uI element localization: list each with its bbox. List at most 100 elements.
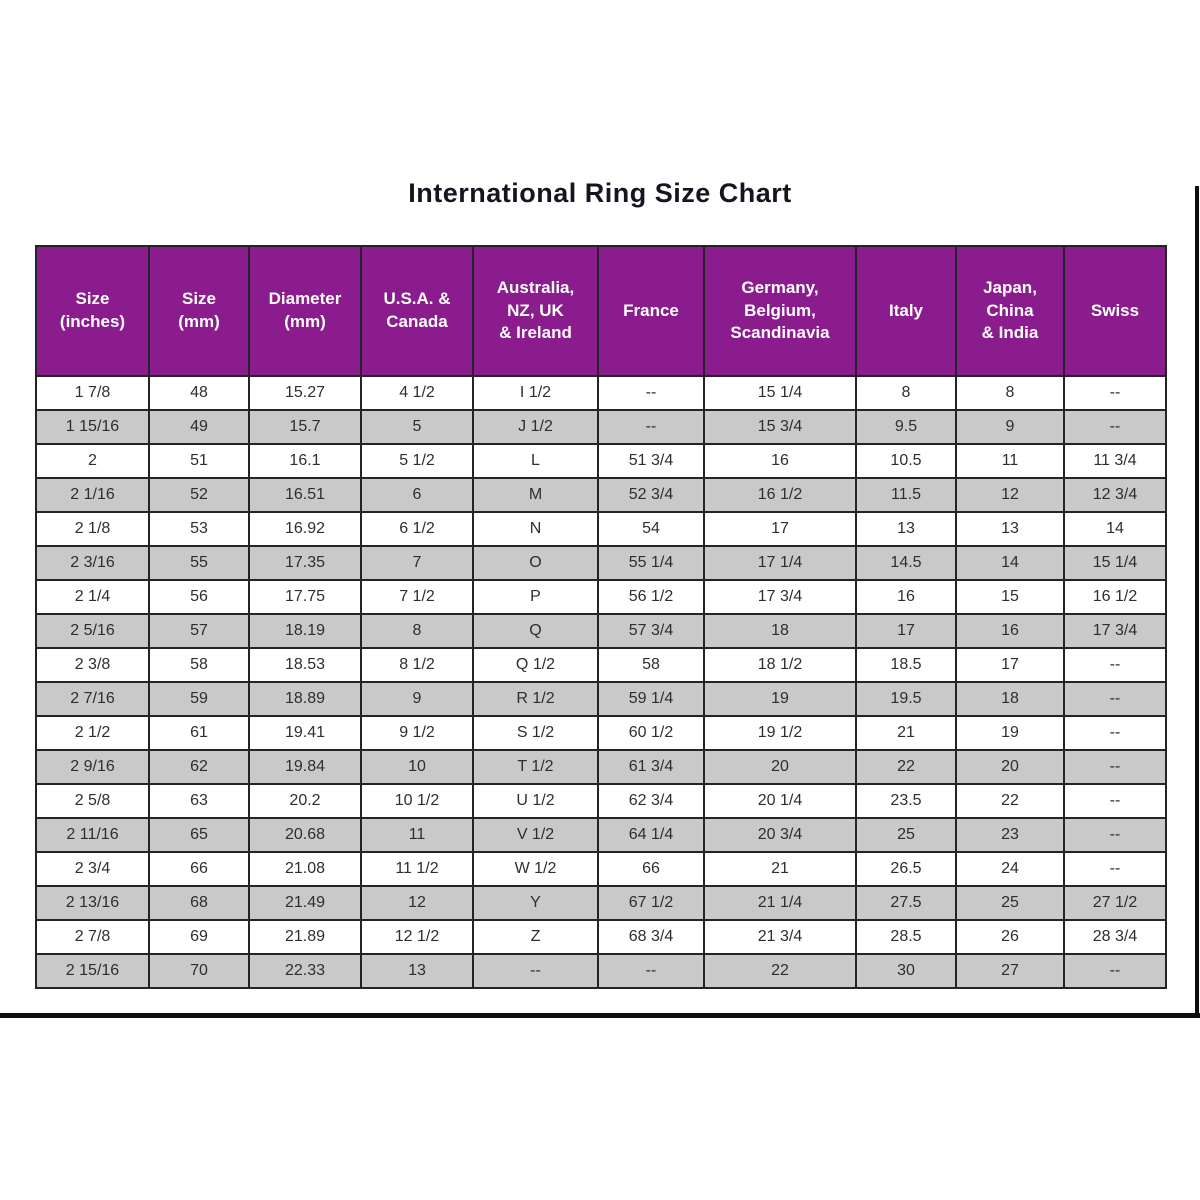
table-cell: 2 1/16 xyxy=(35,477,150,513)
table-cell: 5 xyxy=(360,409,474,445)
table-cell: 9 xyxy=(360,681,474,717)
table-cell: 22 xyxy=(955,783,1065,819)
table-cell: -- xyxy=(597,375,705,411)
table-cell: Q xyxy=(472,613,599,649)
table-cell: 66 xyxy=(148,851,250,887)
table-cell: 56 1/2 xyxy=(597,579,705,615)
table-cell: 20.2 xyxy=(248,783,362,819)
table-row: 2 51 16.1 5 1/2 L 51 3/4 16 10.5 11 11 3/4 xyxy=(35,443,1167,479)
table-cell: 8 1/2 xyxy=(360,647,474,683)
table-row: 2 1/4 56 17.75 7 1/2 P 56 1/2 17 3/4 16 15 16 1/2 xyxy=(35,579,1167,615)
table-cell: 64 1/4 xyxy=(597,817,705,853)
table-cell: 2 3/8 xyxy=(35,647,150,683)
column-header-france: France xyxy=(597,245,705,377)
table-cell: 27.5 xyxy=(855,885,957,921)
table-cell: 23.5 xyxy=(855,783,957,819)
table-cell: 18.89 xyxy=(248,681,362,717)
table-cell: 58 xyxy=(597,647,705,683)
table-cell: 13 xyxy=(855,511,957,547)
table-cell: 14 xyxy=(955,545,1065,581)
table-cell: 21 1/4 xyxy=(703,885,857,921)
table-cell: 16 xyxy=(855,579,957,615)
table-cell: 2 1/2 xyxy=(35,715,150,751)
table-cell: 19.84 xyxy=(248,749,362,785)
table-cell: 25 xyxy=(855,817,957,853)
table-cell: 12 1/2 xyxy=(360,919,474,955)
table-cell: 20 xyxy=(955,749,1065,785)
table-cell: L xyxy=(472,443,599,479)
table-cell: 53 xyxy=(148,511,250,547)
table-cell: 9 xyxy=(955,409,1065,445)
table-cell: 2 1/8 xyxy=(35,511,150,547)
table-cell: -- xyxy=(472,953,599,989)
table-row: 2 15/16 70 22.33 13 -- -- 22 30 27 -- xyxy=(35,953,1167,989)
table-cell: 17 xyxy=(955,647,1065,683)
table-cell: 25 xyxy=(955,885,1065,921)
table-cell: -- xyxy=(597,409,705,445)
table-cell: 2 3/16 xyxy=(35,545,150,581)
table-cell: 12 xyxy=(955,477,1065,513)
table-cell: 70 xyxy=(148,953,250,989)
table-cell: 21.08 xyxy=(248,851,362,887)
table-cell: 54 xyxy=(597,511,705,547)
table-cell: 8 xyxy=(360,613,474,649)
table-cell: 65 xyxy=(148,817,250,853)
table-cell: O xyxy=(472,545,599,581)
table-cell: 55 1/4 xyxy=(597,545,705,581)
table-cell: 2 11/16 xyxy=(35,817,150,853)
table-cell: 23 xyxy=(955,817,1065,853)
table-cell: 1 7/8 xyxy=(35,375,150,411)
table-cell: 18 xyxy=(955,681,1065,717)
table-cell: 8 xyxy=(955,375,1065,411)
table-cell: 5 1/2 xyxy=(360,443,474,479)
table-cell: -- xyxy=(1063,647,1167,683)
table-cell: 16.51 xyxy=(248,477,362,513)
table-row: 2 1/16 52 16.51 6 M 52 3/4 16 1/2 11.5 12 12 3/4 xyxy=(35,477,1167,513)
table-cell: 10 xyxy=(360,749,474,785)
table-cell: N xyxy=(472,511,599,547)
table-header: Size (inches) Size (mm) Diameter (mm) U.… xyxy=(35,245,1167,377)
table-cell: 6 xyxy=(360,477,474,513)
table-cell: Y xyxy=(472,885,599,921)
table-row: 2 5/8 63 20.2 10 1/2 U 1/2 62 3/4 20 1/4 23.5 22… xyxy=(35,783,1167,819)
table-cell: 6 1/2 xyxy=(360,511,474,547)
table-cell: -- xyxy=(1063,817,1167,853)
table-cell: 20 1/4 xyxy=(703,783,857,819)
table-row: 2 7/16 59 18.89 9 R 1/2 59 1/4 19 19.5 18 -- xyxy=(35,681,1167,717)
table-cell: 52 3/4 xyxy=(597,477,705,513)
table-cell: 22.33 xyxy=(248,953,362,989)
table-cell: U 1/2 xyxy=(472,783,599,819)
table-cell: 52 xyxy=(148,477,250,513)
table-cell: 16 xyxy=(703,443,857,479)
page-title: International Ring Size Chart xyxy=(408,178,792,208)
table-cell: 48 xyxy=(148,375,250,411)
table-cell: 13 xyxy=(360,953,474,989)
table-cell: 68 3/4 xyxy=(597,919,705,955)
table-cell: I 1/2 xyxy=(472,375,599,411)
table-cell: 27 1/2 xyxy=(1063,885,1167,921)
table-cell: 2 7/8 xyxy=(35,919,150,955)
table-cell: 17.35 xyxy=(248,545,362,581)
table-cell: 62 xyxy=(148,749,250,785)
table-cell: 2 5/16 xyxy=(35,613,150,649)
table-row: 2 9/16 62 19.84 10 T 1/2 61 3/4 20 22 20 -- xyxy=(35,749,1167,785)
table-cell: 63 xyxy=(148,783,250,819)
table-cell: 15 1/4 xyxy=(703,375,857,411)
table-cell: 7 xyxy=(360,545,474,581)
column-header-diameter-mm: Diameter (mm) xyxy=(248,245,362,377)
table-cell: 28.5 xyxy=(855,919,957,955)
table-cell: 56 xyxy=(148,579,250,615)
table-cell: -- xyxy=(1063,715,1167,751)
table-cell: J 1/2 xyxy=(472,409,599,445)
table-cell: 20 xyxy=(703,749,857,785)
table-row: 2 3/8 58 18.53 8 1/2 Q 1/2 58 18 1/2 18.5 17 -- xyxy=(35,647,1167,683)
frame-rule-horizontal xyxy=(0,1013,1200,1018)
table-cell: 15.7 xyxy=(248,409,362,445)
table-cell: 12 3/4 xyxy=(1063,477,1167,513)
table-cell: 19 1/2 xyxy=(703,715,857,751)
table-cell: 57 xyxy=(148,613,250,649)
table-cell: -- xyxy=(1063,851,1167,887)
table-cell: 2 3/4 xyxy=(35,851,150,887)
table-cell: 17 xyxy=(703,511,857,547)
table-cell: 61 xyxy=(148,715,250,751)
